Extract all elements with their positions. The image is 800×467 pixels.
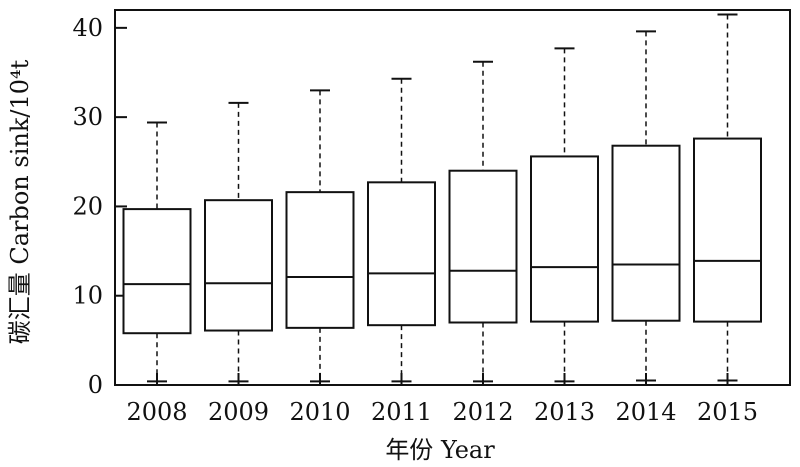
x-tick-label: 2013 xyxy=(534,398,595,426)
x-tick-label: 2014 xyxy=(615,398,676,426)
x-tick-label: 2008 xyxy=(126,398,187,426)
box xyxy=(367,181,436,327)
plot-frame xyxy=(114,9,791,386)
x-tick-label: 2012 xyxy=(452,398,513,426)
y-tick-label: 40 xyxy=(72,14,103,42)
x-tick-label: 2015 xyxy=(697,398,758,426)
x-tick-label: 2010 xyxy=(289,398,350,426)
box xyxy=(204,199,273,332)
box xyxy=(530,155,599,323)
x-tick-label: 2011 xyxy=(371,398,432,426)
plot-area: 0 10 20 30 40 2008 2009 2010 2011 2012 2013 2014 201… xyxy=(72,9,791,426)
box xyxy=(693,137,762,323)
box xyxy=(122,208,192,335)
x-axis-title: 年份 Year xyxy=(385,436,495,464)
y-tick-label: 10 xyxy=(72,282,103,310)
box xyxy=(611,144,681,322)
y-tick-label: 0 xyxy=(88,371,103,399)
box xyxy=(448,169,518,324)
x-tick-label: 2009 xyxy=(208,398,269,426)
box xyxy=(285,191,355,329)
y-axis-title: 碳汇量 Carbon sink/10⁴t xyxy=(6,59,34,344)
y-tick-label: 30 xyxy=(72,103,103,131)
y-tick-label: 20 xyxy=(72,192,103,220)
